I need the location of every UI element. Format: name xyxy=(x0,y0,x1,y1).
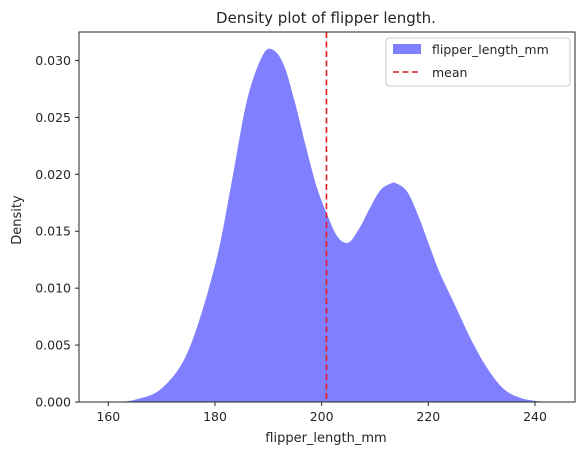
density-area xyxy=(113,48,551,402)
x-tick-label: 200 xyxy=(310,409,334,424)
chart-title: Density plot of flipper length. xyxy=(216,9,436,27)
y-tick-label: 0.025 xyxy=(35,110,71,125)
x-tick-label: 240 xyxy=(523,409,547,424)
y-tick-label: 0.005 xyxy=(35,338,71,353)
y-tick-label: 0.020 xyxy=(35,167,71,182)
y-tick-label: 0.030 xyxy=(35,53,71,68)
y-tick-label: 0.015 xyxy=(35,224,71,239)
y-axis-label: Density xyxy=(10,195,25,245)
y-tick-label: 0.000 xyxy=(35,395,71,410)
plot-frame xyxy=(78,31,576,403)
axes: 160 180 200 220 240 0.000 0.005 0.010 0.015 0.020… xyxy=(35,31,576,424)
y-tick-label: 0.010 xyxy=(35,281,71,296)
x-tick-label: 160 xyxy=(96,409,120,424)
legend-swatch-density xyxy=(393,44,421,54)
x-tick-label: 180 xyxy=(203,409,227,424)
chart-marks xyxy=(113,32,551,402)
legend-box xyxy=(385,37,571,87)
legend-label-mean: mean xyxy=(432,65,467,80)
x-axis-label: flipper_length_mm xyxy=(265,431,386,446)
legend-label-density: flipper_length_mm xyxy=(432,42,549,57)
x-tick-label: 220 xyxy=(416,409,440,424)
